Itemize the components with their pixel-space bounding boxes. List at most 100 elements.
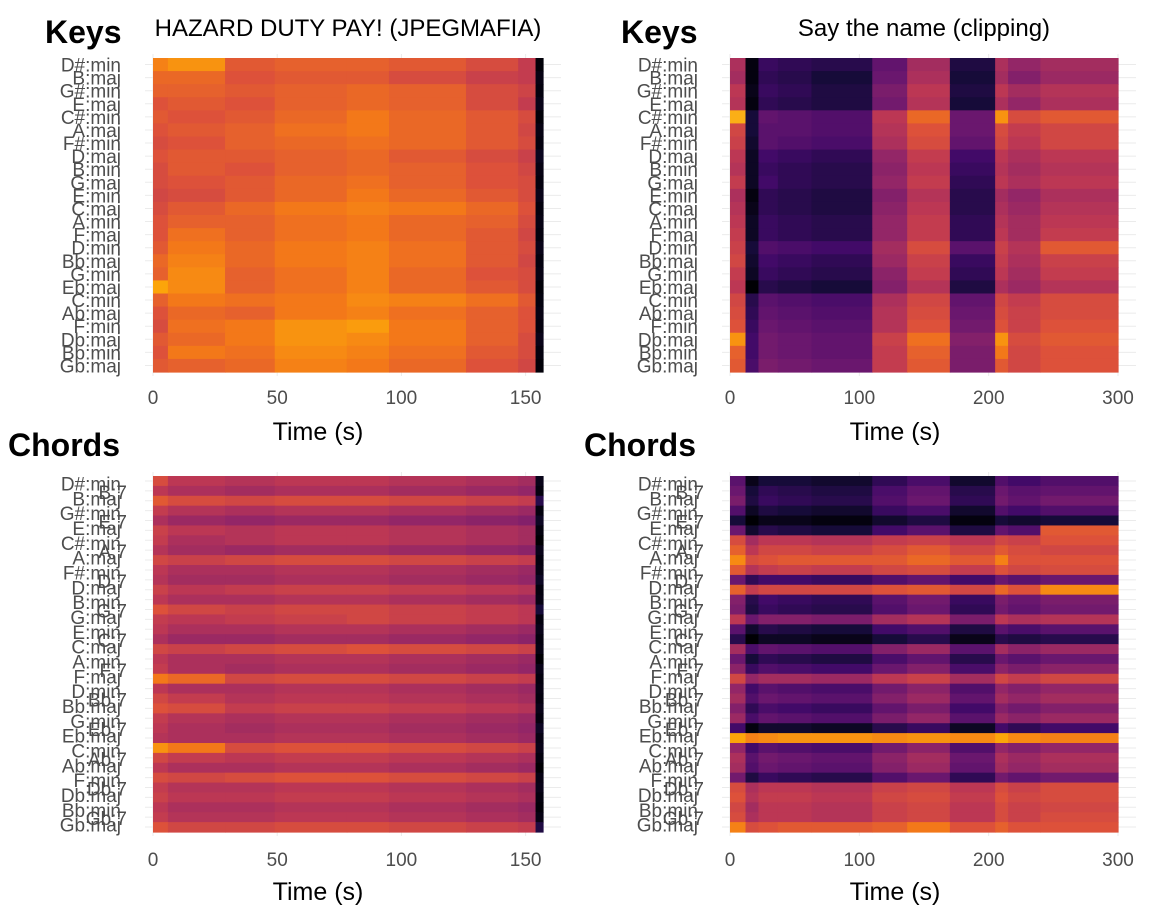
heatmap-cell <box>1008 624 1041 635</box>
heatmap-cell <box>777 614 813 625</box>
heatmap-cell <box>758 594 779 606</box>
heatmap-cell <box>1008 733 1041 744</box>
chart-subtitle: Say the name (clipping) <box>798 15 1050 42</box>
heatmap-cell <box>346 84 390 98</box>
heatmap-cell <box>535 604 544 616</box>
heatmap-cell <box>388 555 467 566</box>
heatmap-cell <box>388 743 467 754</box>
heatmap-cell <box>153 241 169 255</box>
heatmap-cell <box>153 772 169 784</box>
heatmap-cell <box>811 822 873 833</box>
heatmap-cell <box>225 345 276 360</box>
heatmap-cell <box>777 228 813 242</box>
heatmap-cell <box>518 673 537 685</box>
heatmap-cell <box>730 644 747 655</box>
heatmap-cell <box>1040 802 1119 813</box>
heatmap-cell <box>274 762 348 774</box>
heatmap-cell <box>153 782 169 794</box>
heatmap-cell <box>745 654 760 665</box>
heatmap-cell <box>777 594 813 606</box>
heatmap-cell <box>811 358 873 373</box>
heatmap-cell <box>274 545 348 556</box>
heatmap-cell <box>730 175 747 190</box>
heatmap-cell <box>388 215 467 229</box>
heatmap-cell <box>907 703 951 714</box>
heatmap-cell <box>811 485 873 497</box>
heatmap-cell <box>758 267 779 282</box>
heatmap-cell <box>1008 254 1041 268</box>
heatmap-cell <box>167 792 226 803</box>
x-tick-label: 0 <box>725 388 736 409</box>
heatmap-cell <box>758 175 779 190</box>
x-tick-label: 200 <box>973 850 1005 871</box>
heatmap-cell <box>153 752 169 764</box>
heatmap-cell <box>465 485 519 497</box>
heatmap-cell <box>225 644 276 655</box>
heatmap-cell <box>995 792 1009 803</box>
heatmap-cell <box>745 319 760 334</box>
heatmap-cell <box>995 505 1009 517</box>
heatmap-cell <box>730 812 747 823</box>
heatmap-cell <box>811 149 873 164</box>
heatmap-cell <box>777 267 813 282</box>
heatmap-cell <box>907 97 951 111</box>
heatmap-cell <box>811 792 873 803</box>
heatmap-cell <box>745 802 760 813</box>
heatmap-cell <box>811 812 873 823</box>
heatmap-cell <box>167 358 226 373</box>
heatmap-cell <box>811 723 873 734</box>
heatmap-cell <box>745 175 760 190</box>
heatmap-cell <box>388 634 467 645</box>
heatmap-cell <box>811 123 873 138</box>
heatmap-cell <box>1040 693 1119 705</box>
heatmap-cell <box>388 802 467 813</box>
heatmap-cell <box>907 673 951 685</box>
heatmap-cell <box>274 802 348 813</box>
heatmap-cell <box>777 752 813 764</box>
x-tick-label: 100 <box>843 388 875 409</box>
heatmap-cell <box>153 254 169 268</box>
y-tick-label: Ab:7 <box>88 750 127 771</box>
heatmap-cell <box>518 485 537 497</box>
heatmap-cell <box>872 604 908 616</box>
heatmap-cell <box>535 123 544 138</box>
heatmap-cell <box>274 604 348 616</box>
heatmap-cell <box>346 584 390 596</box>
heatmap-cell <box>777 332 813 347</box>
heatmap-cell <box>274 110 348 125</box>
heatmap-cell <box>995 762 1009 774</box>
heatmap-cell <box>465 555 519 566</box>
heatmap-cell <box>1008 574 1041 586</box>
heatmap-cell <box>346 703 390 714</box>
heatmap-cell <box>535 280 544 295</box>
heatmap-cell <box>811 241 873 255</box>
heatmap-cell <box>811 293 873 308</box>
heatmap-cell <box>811 332 873 347</box>
heatmap-cell <box>907 634 951 645</box>
heatmap-cell <box>153 84 169 98</box>
y-tick-label: A:min <box>649 213 698 234</box>
heatmap-cell <box>225 228 276 242</box>
heatmap-cell <box>535 693 544 705</box>
y-tick-label: F:maj <box>651 667 699 688</box>
heatmap-cell <box>1008 772 1041 784</box>
heatmap-cell <box>153 319 169 334</box>
heatmap-cell <box>167 495 226 507</box>
heatmap-cell <box>1008 723 1041 734</box>
heatmap-cell <box>745 822 760 833</box>
heatmap-cell <box>907 201 951 216</box>
heatmap-cell <box>995 654 1009 665</box>
heatmap-cell <box>811 683 873 695</box>
heatmap-cell <box>225 280 276 295</box>
heatmap-cell <box>758 485 779 497</box>
heatmap-cell <box>1008 802 1041 813</box>
heatmap-cell <box>745 555 760 566</box>
heatmap-cell <box>153 345 169 360</box>
heatmap-cell <box>872 306 908 321</box>
heatmap-cell <box>758 293 779 308</box>
heatmap-cell <box>1040 703 1119 714</box>
heatmap-cell <box>872 713 908 724</box>
heatmap-cell <box>1040 743 1119 754</box>
heatmap-cell <box>777 241 813 255</box>
heatmap-cell <box>274 58 348 72</box>
